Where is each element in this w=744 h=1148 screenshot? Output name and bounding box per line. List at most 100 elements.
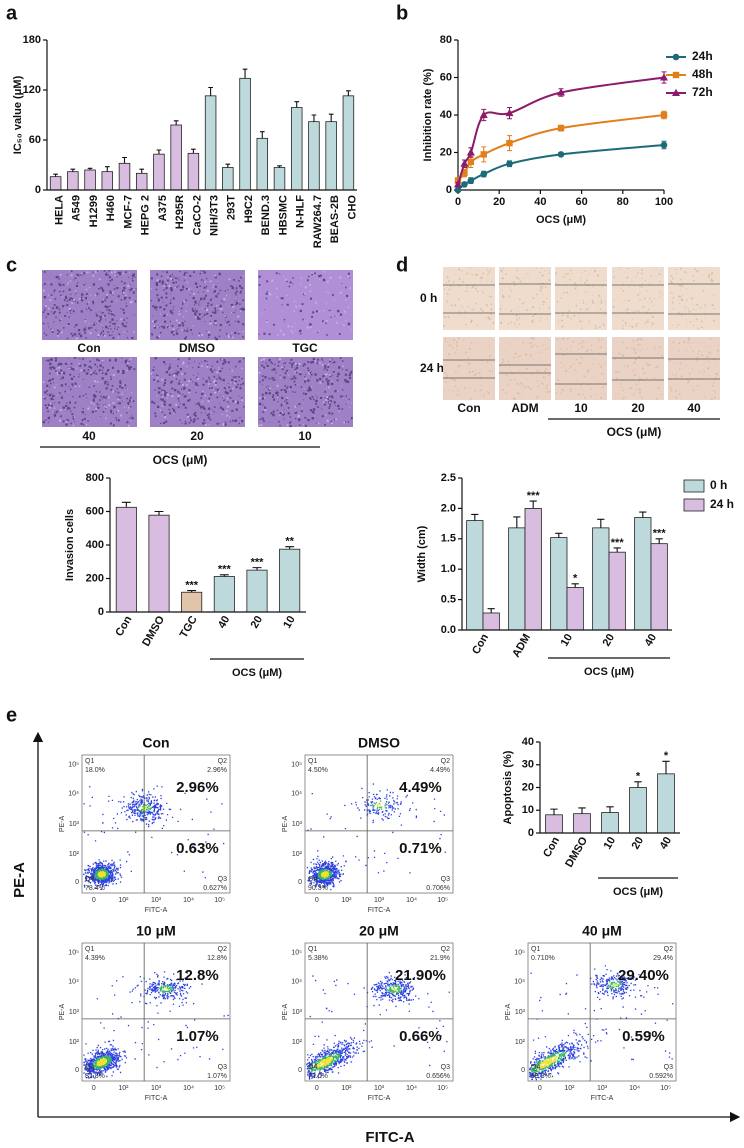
axis-label: FITC-A [368, 907, 391, 914]
significance: *** [251, 557, 265, 569]
image-label: 40 [687, 401, 701, 415]
y-axis-label: Width (cm) [416, 525, 428, 582]
bar [550, 537, 568, 631]
wound-edge [668, 358, 720, 380]
quadrant-name: Q2 [218, 758, 227, 765]
quadrant-value: 72.0% [308, 1073, 328, 1080]
quadrant-value: 1.07% [207, 1073, 227, 1080]
error-bar [154, 510, 164, 516]
x-tick-label: 10² [564, 1085, 575, 1092]
y-tick-label: 0.5 [441, 594, 456, 606]
legend-marker [672, 88, 680, 96]
image-texture [42, 270, 137, 340]
micrograph [150, 270, 245, 340]
quadrant-name: Q2 [664, 946, 673, 953]
x-axis-label: OCS (μM) [536, 214, 586, 226]
legend-label: 0 h [710, 478, 727, 492]
bar [67, 171, 79, 191]
bar [573, 813, 591, 834]
error-bar [471, 513, 479, 521]
wound-edge [499, 283, 551, 315]
quadrant-name: Q3 [218, 1064, 227, 1071]
x-tick-label: ADM [510, 632, 533, 660]
quadrant-value: 5.38% [308, 955, 328, 962]
x-tick-label: 293T [226, 195, 238, 220]
x-tick-label: 10⁴ [406, 897, 417, 904]
bar [246, 569, 268, 613]
bar [135, 172, 148, 191]
error-bar [613, 547, 621, 553]
bar [256, 137, 269, 191]
error-bar [139, 168, 145, 174]
bar [118, 162, 131, 191]
image-texture [258, 357, 353, 428]
plot-title: DMSO [358, 735, 400, 751]
bar [213, 576, 235, 613]
image-label: 10 [574, 401, 588, 415]
bar [608, 551, 626, 631]
y-tick-label: 10³ [292, 821, 303, 828]
error-bar [87, 167, 93, 170]
x-tick-label: HBSMC [277, 195, 289, 235]
axis-label: FITC-A [368, 1095, 391, 1102]
point [660, 73, 668, 81]
wound-edge [555, 353, 607, 385]
x-tick-label: 10² [341, 1085, 352, 1092]
y-tick-label: 120 [23, 84, 41, 96]
bar [273, 167, 286, 191]
y-tick-label: 10⁵ [68, 950, 79, 957]
x-tick-label: N-HLF [295, 195, 307, 228]
event-dots [83, 785, 225, 891]
axis-title: FITC-A [365, 1129, 414, 1146]
x-tick-label: 10⁴ [406, 1085, 417, 1092]
error-bar [259, 131, 265, 139]
quadrant-gate [82, 755, 230, 893]
quadrant-name: Q1 [85, 758, 94, 765]
bar [308, 121, 320, 191]
image-texture [499, 337, 551, 400]
point [454, 186, 462, 194]
quadrant-value: 2.96% [207, 767, 227, 774]
point [461, 169, 468, 177]
wound-image [499, 267, 551, 330]
quadrant-name: Q4 [85, 1064, 94, 1071]
quadrant-highlight: 12.8% [176, 967, 219, 984]
image-label: Con [457, 401, 480, 415]
axis-label: PE-A [282, 1004, 289, 1021]
axis-label: PE-A [282, 816, 289, 833]
x-tick-label: 0 [315, 897, 319, 904]
legend-label: 72h [692, 85, 713, 99]
y-tick-label: 200 [86, 572, 104, 584]
error-bar [639, 511, 647, 518]
wound-edge [612, 284, 664, 314]
point [505, 108, 514, 117]
error-bar [53, 173, 58, 177]
row-label: 0 h [420, 291, 437, 305]
x-tick-label: A375 [157, 195, 169, 221]
x-tick-label: MCF-7 [122, 195, 134, 229]
x-tick-label: HEPG 2 [140, 195, 152, 235]
significance: *** [653, 528, 667, 540]
significance: * [664, 750, 669, 762]
legend-swatch [683, 498, 705, 512]
y-tick-label: 10² [292, 851, 303, 858]
y-tick-label: 0 [446, 184, 452, 196]
error-bar [104, 166, 110, 172]
x-tick-label: 0 [92, 897, 96, 904]
image-texture [668, 337, 720, 400]
row-label: 24 h [420, 361, 444, 375]
quadrant-name: Q1 [531, 946, 540, 953]
error-bar [252, 567, 262, 571]
quadrant-value: 0.592% [649, 1073, 673, 1080]
error-bar [187, 590, 197, 593]
error-bar [634, 781, 642, 788]
quadrant-name: Q4 [308, 876, 317, 883]
x-tick-label: 10⁴ [183, 897, 194, 904]
y-tick-label: 10 [522, 804, 534, 816]
y-tick-label: 20 [440, 146, 452, 158]
quadrant-name: Q4 [85, 876, 94, 883]
quadrant-value: 4.39% [85, 955, 105, 962]
error-bar [529, 500, 537, 509]
group-label: OCS (μM) [153, 453, 208, 467]
error-bar [122, 156, 127, 164]
